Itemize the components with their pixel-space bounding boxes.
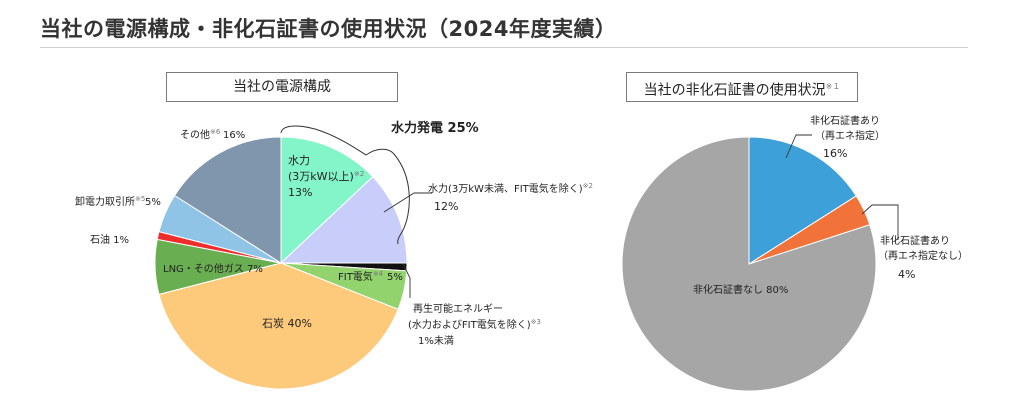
label-jepx-name: 卸電力取引所※5 (75, 195, 145, 208)
label-no-certificate: 非化石証書なし 80% (693, 283, 788, 296)
hydro-group-label: 水力発電 25% (391, 120, 479, 136)
label-renewable-sub: (水力およびFIT電気を除く)※3 (408, 318, 541, 331)
leader-renewable (402, 263, 411, 298)
left-pie-chart (154, 136, 408, 390)
slice-hydro-small (279, 176, 408, 264)
label-other-value: 16% (223, 130, 245, 141)
left-pie-labels: 水力発電 25% 水力 (3万kW以上)※2 13% 水力(3万kW未満、FIT電気を除… (75, 120, 593, 347)
leader-hydro-small (383, 192, 432, 213)
slice-no-certificate (621, 136, 877, 392)
label-fit-value: 5% (387, 272, 403, 283)
slice-coal (158, 262, 399, 390)
label-fit-name: FIT電気※4 (338, 270, 384, 283)
label-coal: 石炭 40% (262, 317, 312, 330)
slice-certified-renewable (748, 136, 857, 265)
label-hydro-large-name: 水力 (288, 154, 310, 167)
label-certified-renewable-name: 非化石証書あり (810, 114, 880, 127)
label-jepx-value: 5% (145, 197, 161, 208)
right-chart-title-note: ※１ (825, 82, 841, 91)
left-chart-title-box: 当社の電源構成 (166, 72, 398, 102)
label-other-name: その他※6 (180, 128, 221, 141)
label-hydro-small-name: 水力(3万kW未満、FIT電気を除く)※2 (428, 182, 593, 195)
page-title: 当社の電源構成・非化石証書の使用状況（2024年度実績） (40, 17, 617, 41)
label-renewable-name: 再生可能エネルギー (413, 302, 503, 315)
right-pie-chart (621, 136, 877, 392)
label-hydro-large-sub: (3万kW以上)※2 (288, 170, 364, 183)
right-pie-labels: 非化石証書あり （再エネ指定） 16% 非化石証書あり （再エネ指定なし） 4% 非化石証書… (693, 114, 968, 296)
hydro-group-brace (280, 125, 410, 245)
slice-hydro-large (280, 136, 374, 265)
label-certified-nonrenewable-name: 非化石証書あり (880, 234, 950, 247)
label-hydro-large-value: 13% (288, 186, 312, 199)
label-oil: 石油 1% (90, 233, 129, 246)
right-chart-title-box: 当社の非化石証書の使用状況※１ (626, 72, 858, 102)
label-certified-renewable-sub: （再エネ指定） (815, 129, 885, 142)
label-certified-nonrenewable-value: 4% (898, 268, 915, 281)
title-divider (40, 47, 968, 48)
leader-certified-renewable (785, 134, 812, 159)
leader-certified-nonrenewable (861, 204, 899, 240)
slice-other (173, 136, 282, 264)
label-lng: LNG・その他ガス 7% (163, 262, 263, 275)
right-chart-title: 当社の非化石証書の使用状況 (643, 82, 826, 99)
label-certified-renewable-value: 16% (823, 147, 847, 160)
label-renewable-value: 1%未満 (418, 335, 454, 347)
label-hydro-small-value: 12% (434, 200, 458, 213)
left-chart-title: 当社の電源構成 (233, 79, 331, 95)
label-certified-nonrenewable-sub: （再エネ指定なし） (878, 249, 968, 262)
